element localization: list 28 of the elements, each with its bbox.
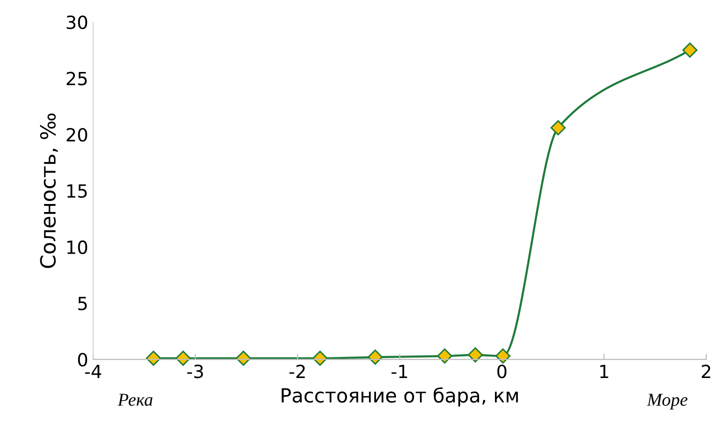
- point: [176, 350, 191, 366]
- point: [495, 348, 510, 364]
- y-tick-label: 25: [66, 72, 87, 86]
- x-tick-label: -3: [187, 364, 203, 378]
- x-tick-label: -4: [85, 364, 102, 378]
- text: Море: [646, 394, 688, 410]
- x-tick-label: -2: [289, 364, 305, 378]
- y-tick-label: 0: [78, 352, 88, 367]
- point: [682, 42, 698, 58]
- x-tick-label: 1: [600, 364, 608, 378]
- point: [236, 350, 251, 366]
- y-tick-label: 5: [78, 296, 87, 310]
- y-axis-title: Соленость, ‰: [40, 113, 58, 268]
- y-tick-label: 30: [66, 16, 88, 30]
- point: [312, 350, 328, 366]
- text: Река: [118, 394, 152, 406]
- point: [550, 120, 566, 136]
- x-tick-label: -1: [392, 364, 408, 378]
- y-tick-label: 15: [67, 184, 87, 198]
- x-tick-label: 2: [702, 364, 710, 378]
- point: [368, 350, 383, 365]
- x-axis-title: Расстояние от бара, км: [282, 387, 518, 406]
- point: [437, 348, 452, 364]
- x-tick-label: 0: [497, 364, 506, 378]
- y-tick-label: 20: [66, 128, 88, 142]
- point: [468, 347, 483, 362]
- y-tick-label: 10: [67, 240, 88, 254]
- point: [146, 350, 162, 366]
